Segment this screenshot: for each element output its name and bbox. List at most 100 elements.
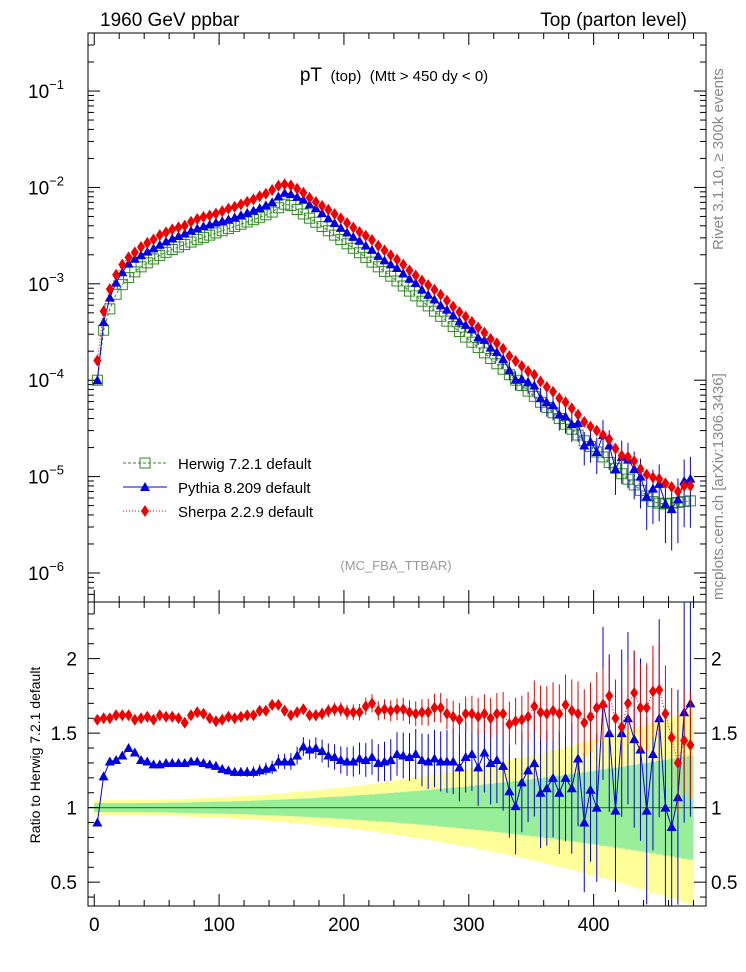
ratio-point-filled-diamond	[93, 713, 102, 726]
data-point-filled-triangle	[666, 504, 677, 514]
data-point-filled-diamond	[405, 264, 414, 277]
data-point-filled-triangle	[142, 246, 153, 256]
ratio-point-filled-diamond	[680, 734, 689, 747]
ratio-point-filled-diamond	[542, 707, 551, 720]
data-point-filled-diamond	[105, 283, 114, 296]
data-point-open-square	[148, 253, 160, 265]
data-point-open-square	[272, 202, 284, 214]
diamond-marker-icon	[141, 505, 149, 517]
ratio-point-filled-diamond	[586, 710, 595, 723]
ratio-point-filled-triangle	[460, 751, 471, 761]
data-point-filled-triangle	[504, 365, 515, 375]
data-point-open-square	[304, 212, 316, 224]
data-point-filled-diamond	[174, 221, 183, 234]
data-point-open-square	[291, 204, 303, 216]
ratio-point-filled-triangle	[360, 754, 371, 764]
ratio-point-filled-triangle	[136, 754, 147, 764]
data-point-filled-diamond	[162, 226, 171, 239]
legend-label-herwig: Herwig 7.2.1 default	[178, 456, 312, 473]
ratio-point-filled-triangle	[491, 754, 502, 764]
ratio-point-filled-triangle	[591, 802, 602, 812]
data-point-filled-diamond	[211, 207, 220, 220]
data-point-filled-diamond	[199, 210, 208, 223]
ratio-point-filled-diamond	[623, 697, 632, 710]
data-point-filled-triangle	[304, 199, 315, 209]
data-point-open-square	[166, 243, 178, 255]
ratio-point-filled-diamond	[386, 704, 395, 717]
data-point-filled-triangle	[429, 294, 440, 304]
ratio-point-filled-triangle	[310, 743, 321, 753]
y-tick-label: 10−3	[28, 270, 64, 296]
ratio-point-filled-diamond	[424, 706, 433, 719]
ratio-point-filled-diamond	[180, 716, 189, 729]
ratio-point-filled-diamond	[636, 701, 645, 714]
data-point-filled-triangle	[136, 250, 147, 260]
data-point-filled-diamond	[143, 236, 152, 249]
ratio-point-filled-diamond	[105, 712, 114, 725]
ratio-point-filled-diamond	[467, 707, 476, 720]
data-point-filled-triangle	[404, 273, 415, 283]
data-point-filled-triangle	[167, 233, 178, 243]
ratio-point-filled-diamond	[162, 710, 171, 723]
ratio-point-filled-diamond	[574, 707, 583, 720]
ratio-point-filled-triangle	[454, 762, 465, 772]
data-point-filled-triangle	[98, 317, 109, 327]
data-point-filled-diamond	[293, 182, 302, 195]
ratio-point-filled-triangle	[566, 783, 577, 793]
data-point-filled-triangle	[379, 255, 390, 265]
ratio-point-filled-triangle	[479, 747, 490, 757]
ratio-point-filled-triangle	[348, 756, 359, 766]
ratio-point-filled-diamond	[368, 697, 377, 710]
ratio-point-filled-diamond	[530, 700, 539, 713]
data-point-open-square	[285, 199, 297, 211]
ratio-point-filled-diamond	[236, 710, 245, 723]
data-point-filled-triangle	[292, 191, 303, 201]
data-point-filled-triangle	[548, 400, 559, 410]
data-point-filled-diamond	[386, 249, 395, 262]
ratio-point-filled-diamond	[293, 706, 302, 719]
data-point-filled-triangle	[535, 393, 546, 403]
data-point-open-square	[322, 225, 334, 237]
data-point-filled-diamond	[417, 274, 426, 287]
ratio-y-tick-label: 1.5	[51, 724, 77, 745]
ratio-point-filled-triangle	[448, 756, 459, 766]
ratio-point-filled-diamond	[442, 707, 451, 720]
legend-label-sherpa: Sherpa 2.2.9 default	[178, 504, 314, 521]
triangle-marker-icon	[140, 482, 150, 491]
data-point-filled-diamond	[480, 326, 489, 339]
ratio-point-filled-diamond	[361, 700, 370, 713]
data-point-filled-diamond	[542, 381, 551, 394]
ratio-point-filled-diamond	[299, 703, 308, 716]
data-point-filled-diamond	[311, 196, 320, 209]
data-point-filled-triangle	[629, 463, 640, 473]
data-point-open-square	[235, 218, 247, 230]
data-point-filled-triangle	[672, 494, 683, 504]
ratio-point-filled-triangle	[92, 817, 103, 827]
data-point-filled-diamond	[218, 205, 227, 218]
ratio-point-filled-triangle	[367, 751, 378, 761]
data-point-filled-diamond	[667, 480, 676, 493]
ratio-point-filled-triangle	[647, 749, 658, 758]
ratio-point-filled-triangle	[111, 754, 122, 764]
data-point-filled-diamond	[486, 332, 495, 345]
data-point-filled-diamond	[393, 253, 401, 266]
ratio-point-filled-diamond	[436, 701, 445, 714]
ratio-point-filled-diamond	[536, 706, 545, 719]
data-point-filled-triangle	[186, 225, 196, 235]
ratio-point-filled-diamond	[511, 715, 520, 728]
ratio-point-filled-diamond	[193, 706, 202, 719]
data-point-filled-diamond	[243, 195, 252, 208]
data-point-filled-diamond	[249, 193, 258, 206]
ratio-y-axis-label: Ratio to Herwig 7.2.1 default	[27, 667, 43, 844]
ratio-point-filled-diamond	[642, 701, 651, 714]
ratio-point-filled-triangle	[410, 749, 421, 758]
data-point-filled-triangle	[398, 268, 409, 278]
ratio-point-filled-triangle	[610, 805, 621, 815]
ratio-point-filled-diamond	[561, 698, 570, 711]
data-point-filled-triangle	[466, 324, 477, 334]
ratio-point-filled-triangle	[510, 801, 521, 811]
data-point-filled-triangle	[154, 239, 165, 249]
data-point-filled-triangle	[342, 227, 353, 237]
ratio-point-filled-diamond	[505, 718, 514, 731]
data-point-open-square	[191, 234, 203, 246]
